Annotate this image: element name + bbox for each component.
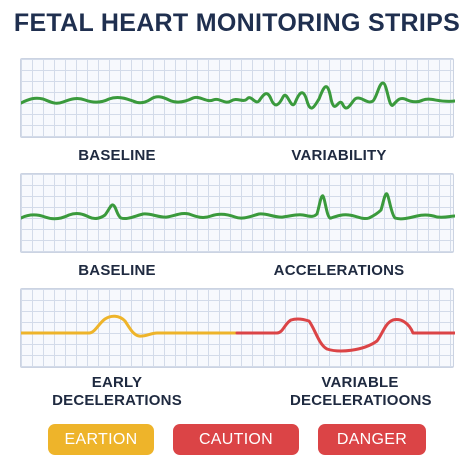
heart-rate-trace-2: [21, 192, 455, 221]
strip-2-right-label: ACCELERATIONS: [273, 262, 405, 279]
strip-decelerations: [20, 288, 455, 368]
strip-2-left-label: BASELINE: [78, 262, 156, 279]
strip-1-left-label: BASELINE: [78, 147, 156, 164]
heart-rate-trace-early: [21, 314, 239, 338]
strip-3-left-label: EARLY DECELERATIONS: [52, 374, 182, 409]
strip-baseline-variability: [20, 58, 455, 138]
legend-pill-caution: CAUTION: [173, 424, 299, 455]
legend-pill-eartion: EARTION: [48, 424, 154, 455]
page-title: FETAL HEART MONITORING STRIPS: [13, 9, 461, 37]
trace-baseline-variability: [21, 81, 455, 110]
trace-baseline-accelerations: [21, 192, 455, 221]
strip-1-right-label: VARIABILITY: [291, 147, 387, 164]
heart-rate-trace-1: [21, 81, 455, 110]
legend-pill-danger: DANGER: [318, 424, 426, 455]
trace-decelerations: [21, 314, 455, 353]
strip-3-right-label: VARIABLE DECELERATIOONS: [290, 374, 432, 409]
heart-rate-trace-variable: [235, 317, 455, 353]
strip-baseline-accelerations: [20, 173, 455, 253]
